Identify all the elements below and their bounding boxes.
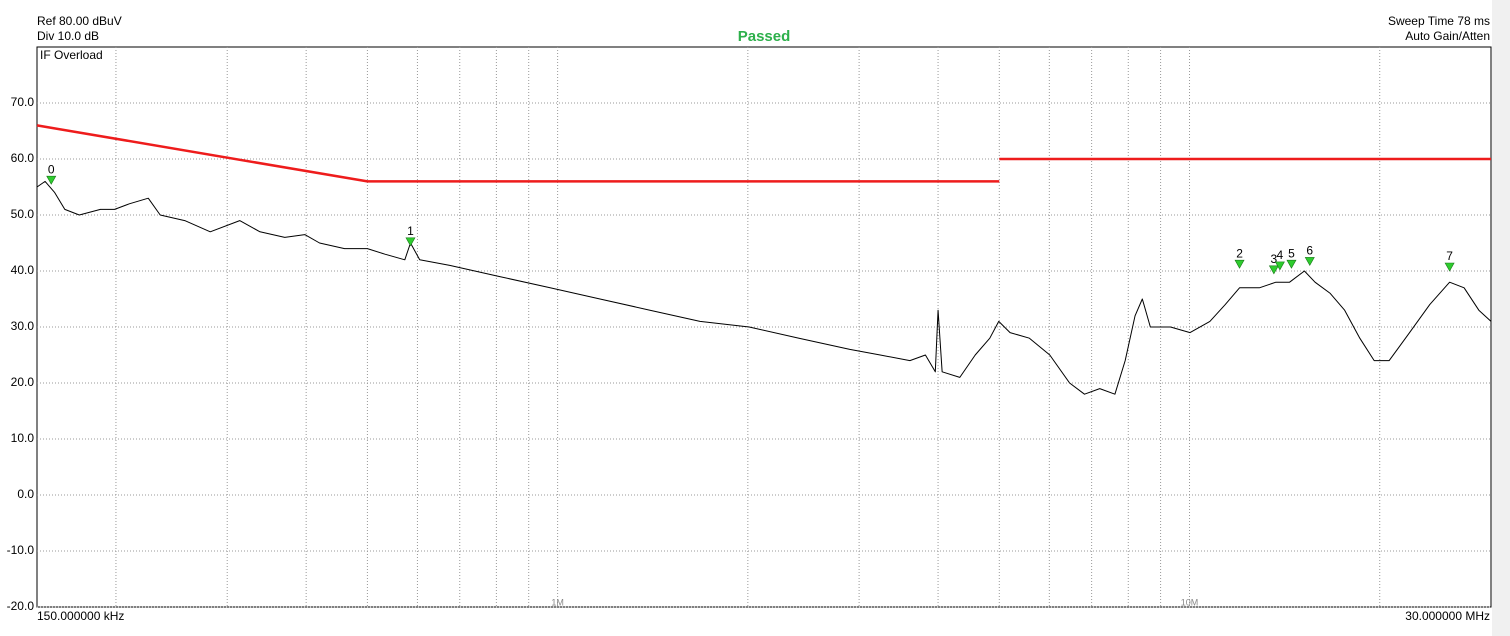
ref-level: Ref 80.00 dBuV xyxy=(37,14,122,28)
x-tick-label: 1M xyxy=(551,597,564,607)
limit-line xyxy=(36,124,1000,183)
y-tick-label: 60.0 xyxy=(11,151,35,165)
y-tick-label: 0.0 xyxy=(17,487,34,501)
y-tick-label: 40.0 xyxy=(11,263,35,277)
division: Div 10.0 dB xyxy=(37,29,99,43)
grid xyxy=(37,47,1491,608)
start-frequency: 150.000000 kHz xyxy=(37,609,124,623)
marker-label: 1 xyxy=(407,224,414,238)
marker-label: 5 xyxy=(1288,246,1295,260)
overload: IF Overload xyxy=(40,48,103,62)
y-tick-label: 10.0 xyxy=(11,431,35,445)
marker xyxy=(1304,257,1315,267)
y-tick-label: 50.0 xyxy=(11,207,35,221)
marker-label: 7 xyxy=(1446,249,1453,263)
marker xyxy=(46,175,57,185)
y-tick-label: 70.0 xyxy=(11,95,35,109)
marker-label: 0 xyxy=(48,162,55,176)
gain-mode: Auto Gain/Atten xyxy=(1405,29,1490,43)
plot: 0 1 2 3 4 5 6 7 xyxy=(36,124,1492,395)
marker xyxy=(1444,262,1455,272)
marker-label: 3 xyxy=(1271,252,1278,266)
y-tick-label: 20.0 xyxy=(11,375,35,389)
marker xyxy=(1234,259,1245,269)
marker xyxy=(405,237,416,247)
trace xyxy=(36,180,1492,395)
marker-label: 6 xyxy=(1306,244,1313,258)
marker-label: 4 xyxy=(1277,248,1284,262)
marker xyxy=(1268,265,1279,275)
marker-label: 2 xyxy=(1236,246,1243,260)
y-tick-label: 30.0 xyxy=(11,319,35,333)
marker xyxy=(1286,259,1297,269)
scrollbar[interactable] xyxy=(1492,0,1510,636)
y-tick-label: -10.0 xyxy=(7,543,35,557)
stop-frequency: 30.000000 MHz xyxy=(1405,609,1490,623)
x-tick-label: 10M xyxy=(1181,597,1199,607)
y-tick-label: -20.0 xyxy=(7,599,35,613)
status: Passed xyxy=(738,28,791,45)
marker xyxy=(1274,261,1285,271)
sweep-time: Sweep Time 78 ms xyxy=(1388,14,1490,28)
